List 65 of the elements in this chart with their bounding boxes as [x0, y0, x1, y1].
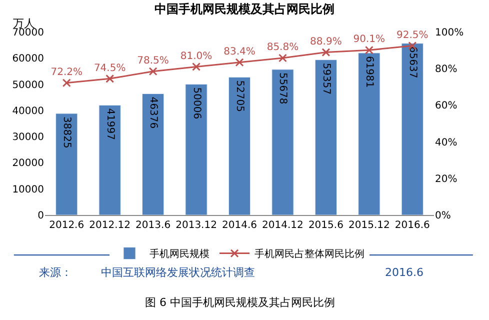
data-label: 83.4% — [224, 46, 256, 58]
x-tick-label: 2012.6 — [49, 220, 84, 231]
bar — [272, 69, 294, 215]
data-label: 74.5% — [94, 62, 126, 74]
data-label: 78.5% — [137, 55, 169, 66]
x-tick-label: 2014.12 — [262, 220, 304, 231]
point — [235, 58, 244, 67]
x-tick-label: 2012.12 — [89, 220, 131, 231]
data-label: 50006 — [190, 87, 202, 120]
data-label: 38825 — [61, 116, 72, 148]
data-label: 72.2% — [50, 66, 82, 78]
caption: 图 6 中国手机网民规模及其占网民比例 — [145, 296, 335, 309]
data-label: 90.1% — [353, 34, 386, 46]
data-label: 55678 — [277, 72, 288, 104]
bar — [401, 43, 424, 215]
y-tick-label: 30000 — [12, 132, 44, 144]
y-tick-label: 60000 — [12, 54, 44, 65]
legend-label: 手机网民规模 — [150, 248, 210, 260]
x-tick-label: 2015.6 — [308, 220, 344, 231]
y-tick-label: 70000 — [12, 28, 44, 38]
data-label: 41997 — [104, 108, 116, 140]
y2-tick-label: 40% — [435, 137, 458, 148]
data-label: 59357 — [320, 62, 332, 95]
y2-tick-label: 60% — [435, 100, 458, 112]
data-label: 65637 — [406, 46, 418, 78]
bar — [314, 60, 337, 215]
y-tick-label: 10000 — [12, 184, 44, 196]
point — [364, 46, 374, 54]
data-label: 88.9% — [310, 36, 342, 48]
text: 中国互联网络发展状况统计调查 — [101, 266, 255, 279]
data-label: 46376 — [148, 96, 159, 129]
y-tick-label: 50000 — [12, 80, 44, 91]
chart-title: 中国手机网民规模及其占网民比例 — [154, 2, 334, 16]
legend-label: 手机网民占整体网民比例 — [254, 248, 364, 260]
data-label: 92.5% — [396, 30, 428, 41]
point — [106, 74, 114, 83]
text: 2016.6 — [385, 266, 424, 279]
data-label: 81.0% — [180, 50, 212, 62]
y2-tick-label: 80% — [435, 64, 458, 76]
y2-tick-label: 20% — [435, 174, 458, 185]
x-tick-label: 2016.6 — [394, 220, 430, 231]
data-label: 61981 — [364, 56, 375, 88]
bar — [185, 84, 208, 215]
bar — [228, 76, 251, 215]
bar — [358, 52, 380, 215]
point — [322, 48, 330, 57]
x-tick-label: 2013.6 — [136, 220, 171, 231]
y-tick-label: 20000 — [12, 158, 44, 170]
point — [278, 54, 287, 62]
x-tick-label: 2013.12 — [176, 220, 217, 231]
data-label: 85.8% — [266, 42, 299, 54]
y-tick-label: 40000 — [12, 106, 44, 117]
x-tick-label: 2015.12 — [348, 220, 390, 231]
point — [148, 67, 158, 76]
source-note: 来源： — [39, 266, 72, 279]
point — [192, 62, 201, 72]
bar — [142, 94, 164, 215]
y2-tick-label: 0% — [435, 210, 451, 222]
data-label: 52705 — [234, 80, 245, 112]
y-tick-label: 0 — [38, 210, 44, 222]
bar — [56, 113, 78, 215]
point — [62, 78, 71, 88]
y2-tick-label: 100% — [435, 28, 464, 38]
x-tick-label: 2014.6 — [222, 220, 257, 231]
bar — [98, 104, 121, 215]
